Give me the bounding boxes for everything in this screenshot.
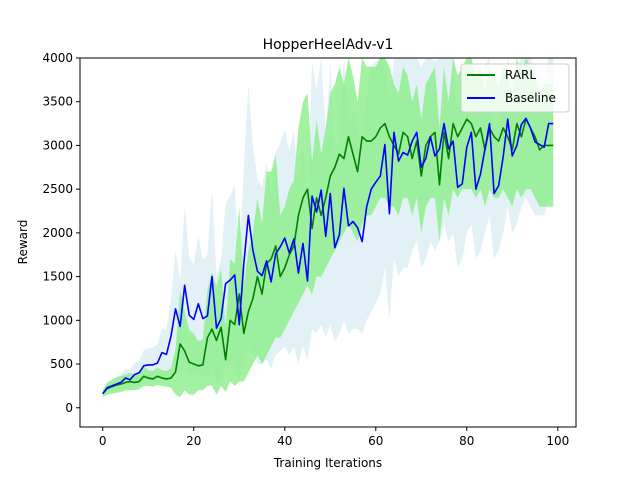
y-tick-label: 3000 [42,138,73,152]
x-tick-label: 40 [277,434,292,448]
x-tick-label: 100 [546,434,569,448]
x-tick-label: 0 [99,434,107,448]
series-line-rarl [102,118,554,395]
y-tick-label: 4000 [42,51,73,65]
y-tick-label: 1500 [42,270,73,284]
y-tick-label: 1000 [42,313,73,327]
x-tick-label: 60 [368,434,383,448]
x-axis-label: Training Iterations [273,456,382,470]
y-tick-label: 2500 [42,182,73,196]
x-tick-label: 20 [186,434,201,448]
y-tick-label: 3500 [42,95,73,109]
y-tick-label: 2000 [42,226,73,240]
x-tick-label: 80 [459,434,474,448]
chart-title: HopperHeelAdv-v1 [263,37,394,53]
series-line-baseline [102,117,554,395]
y-axis-ticks: 0 500 1000 1500 2000 2500 3000 3500 4000 [42,51,80,415]
y-tick-label: 0 [65,401,73,415]
y-tick-label: 500 [50,357,73,371]
y-axis-label: Reward [16,220,30,265]
legend-label-rarl: RARL [505,68,536,82]
plot-frame [79,57,577,428]
legend: RARL Baseline [460,63,570,113]
series-lines [102,117,554,395]
legend-label-baseline: Baseline [505,91,556,105]
x-axis-ticks: 0 20 40 60 80 100 [99,427,569,448]
